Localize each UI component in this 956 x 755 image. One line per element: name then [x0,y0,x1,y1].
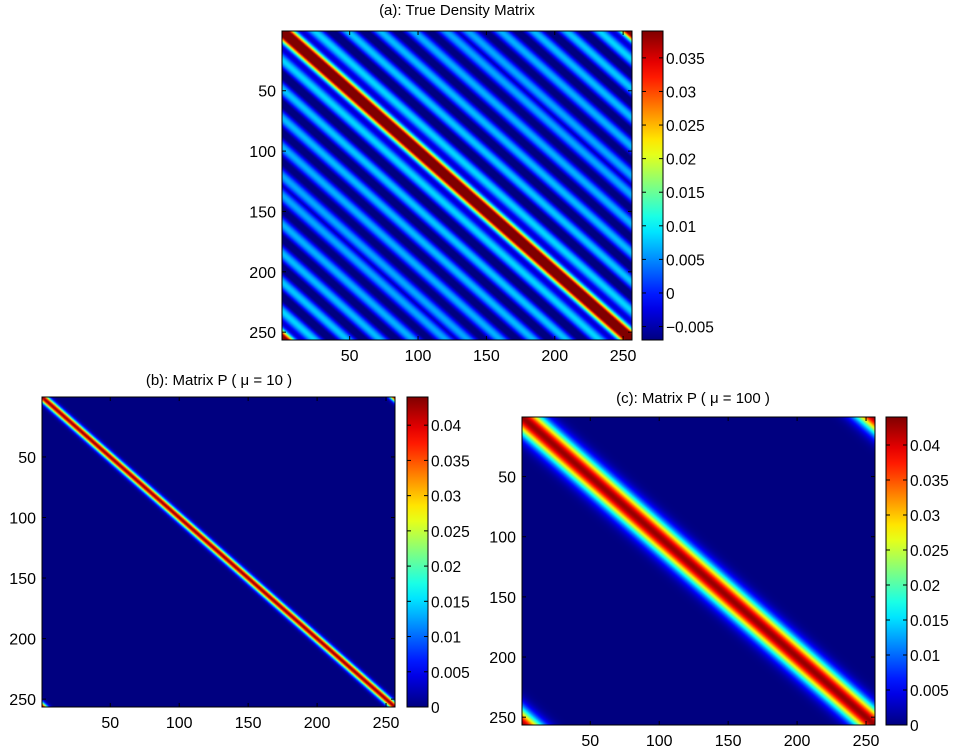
heatmap-image [522,417,875,725]
colorbar-tick-label: 0.01 [431,630,461,647]
y-tick-label: 250 [489,710,516,727]
axes-frame [41,396,396,708]
x-tick-label: 150 [473,348,500,365]
colorbar-tick-label: 0.03 [431,489,461,506]
colorbar-tick-label: 0.025 [666,118,705,135]
y-tick-label: 200 [489,650,516,667]
y-tick-label: 50 [498,470,516,487]
axes-frame [281,30,633,341]
y-tick-label: 50 [18,450,36,467]
panel-title: (b): Matrix P ( μ = 10 ) [146,372,292,389]
y-tick-label: 100 [249,144,276,161]
x-tick-label: 50 [581,733,599,750]
x-tick-label: 150 [715,733,742,750]
colorbar-tick-label: 0.005 [431,665,470,682]
colorbar-tick-label: 0.025 [431,524,470,541]
colorbar [885,416,908,726]
colorbar-tick-label: 0.005 [666,252,705,269]
colorbar-tick-label: 0 [431,700,440,717]
colorbar-tick-label: 0.02 [910,578,940,595]
colorbar-tick-label: 0.015 [910,613,949,630]
colorbar-tick-label: 0 [910,718,919,735]
x-tick-label: 200 [541,348,568,365]
x-tick-label: 200 [784,733,811,750]
colorbar-tick-label: 0.015 [431,594,470,611]
colorbar-tick-label: 0.01 [666,219,696,236]
y-tick-label: 150 [9,571,36,588]
colorbar-tick-label: 0 [666,286,675,303]
colorbar-tick-label: 0.03 [666,84,696,101]
heatmap-panel-2: (c): Matrix P ( μ = 100 ) 50 100 150 200 250 5… [489,390,949,750]
x-tick-label: 150 [235,715,262,732]
y-tick-label: 150 [489,590,516,607]
colorbar-tick-label: 0.03 [910,508,940,525]
x-tick-label: 250 [610,348,637,365]
x-tick-label: 50 [341,348,359,365]
y-tick-label: 250 [249,325,276,342]
x-tick-label: 100 [166,715,193,732]
colorbar-tick-label: 0.005 [910,683,949,700]
x-tick-label: 250 [373,715,400,732]
colorbar-tick-label: 0.035 [910,473,949,490]
colorbar [641,30,664,341]
y-tick-label: 200 [9,632,36,649]
x-tick-label: 200 [304,715,331,732]
x-tick-label: 50 [101,715,119,732]
x-tick-label: 100 [405,348,432,365]
colorbar-tick-label: 0.04 [431,418,462,435]
x-tick-label: 100 [646,733,673,750]
heatmap-image [42,397,395,707]
y-tick-label: 100 [489,530,516,547]
colorbar [406,396,429,708]
colorbar-tick-label: 0.01 [910,648,940,665]
heatmap-panel-0: (a): True Density Matrix 50 100 150 200 250 50… [249,2,714,365]
heatmap-panel-1: (b): Matrix P ( μ = 10 ) 50 100 150 200 250 50… [9,372,470,732]
colorbar-tick-label: 0.02 [431,559,461,576]
colorbar-tick-label: 0.04 [910,438,941,455]
colorbar-tick-label: 0.035 [431,453,470,470]
y-tick-label: 150 [249,204,276,221]
y-tick-label: 250 [9,692,36,709]
y-tick-label: 50 [258,84,276,101]
colorbar-tick-label: 0.02 [666,152,696,169]
x-tick-label: 250 [853,733,880,750]
heatmap-image [282,31,632,340]
y-tick-label: 100 [9,510,36,527]
axes-frame [521,416,876,726]
colorbar-tick-label: −0.005 [666,320,714,337]
panel-title: (c): Matrix P ( μ = 100 ) [616,390,770,407]
colorbar-tick-label: 0.025 [910,543,949,560]
panel-title: (a): True Density Matrix [379,2,535,19]
y-tick-label: 200 [249,265,276,282]
colorbar-tick-label: 0.015 [666,185,705,202]
colorbar-tick-label: 0.035 [666,51,705,68]
